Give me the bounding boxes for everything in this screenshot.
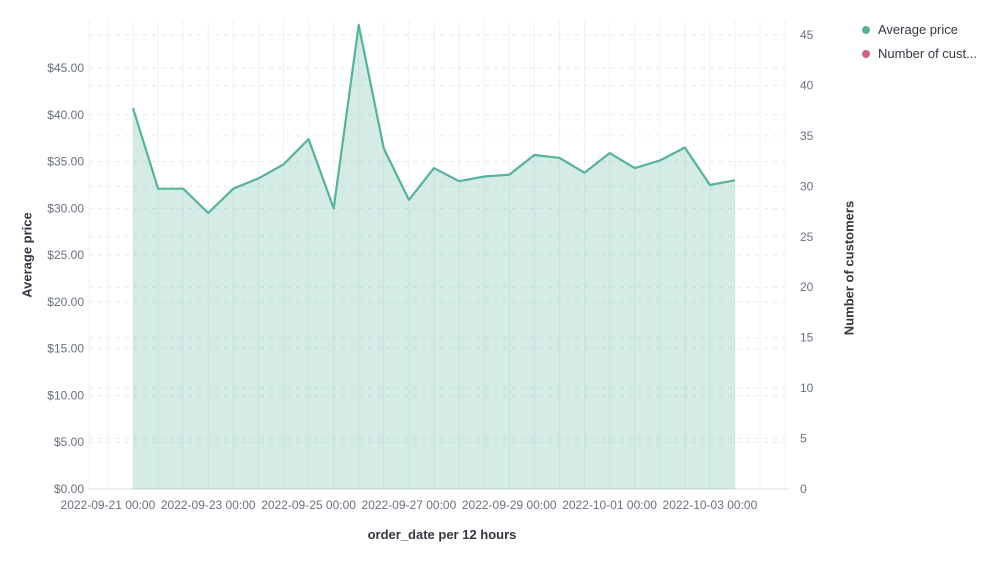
legend-dot-number-of-customers-icon bbox=[862, 49, 870, 58]
svg-text:35: 35 bbox=[800, 129, 814, 143]
svg-text:0: 0 bbox=[800, 482, 807, 496]
legend-label-number-of-customers: Number of cust... bbox=[878, 46, 977, 61]
svg-text:30: 30 bbox=[800, 179, 814, 193]
svg-text:2022-10-01 00:00: 2022-10-01 00:00 bbox=[562, 498, 657, 512]
svg-text:$30.00: $30.00 bbox=[47, 201, 84, 215]
svg-text:$20.00: $20.00 bbox=[47, 295, 84, 309]
legend-item-number-of-customers[interactable]: Number of cust... bbox=[862, 46, 977, 61]
svg-text:10: 10 bbox=[800, 381, 814, 395]
svg-text:20: 20 bbox=[800, 280, 814, 294]
svg-text:$45.00: $45.00 bbox=[47, 61, 84, 75]
svg-text:$35.00: $35.00 bbox=[47, 155, 84, 169]
x-axis-title: order_date per 12 hours bbox=[367, 527, 517, 542]
svg-text:25: 25 bbox=[800, 230, 814, 244]
y-axis-left-ticks: $0.00 $5.00 $10.00 $15.00 $20.00 $25.00 $30.00… bbox=[47, 61, 84, 496]
svg-text:$25.00: $25.00 bbox=[47, 248, 84, 262]
y-axis-title-left: Average price bbox=[19, 212, 35, 298]
svg-text:2022-09-27 00:00: 2022-09-27 00:00 bbox=[362, 498, 457, 512]
y-axis-title-right: Number of customers bbox=[841, 200, 857, 336]
legend-dot-average-price-icon bbox=[862, 25, 870, 34]
legend-item-average-price[interactable]: Average price bbox=[862, 22, 977, 37]
svg-text:5: 5 bbox=[800, 432, 807, 446]
x-axis-ticks: 2022-09-21 00:00 2022-09-23 00:00 2022-09-… bbox=[61, 498, 758, 512]
legend-label-average-price: Average price bbox=[878, 22, 958, 37]
svg-text:$10.00: $10.00 bbox=[47, 388, 84, 402]
svg-text:$40.00: $40.00 bbox=[47, 108, 84, 122]
y-axis-right-ticks: 0 5 10 15 20 25 30 35 40 45 bbox=[800, 28, 814, 496]
plot-area[interactable] bbox=[89, 21, 789, 489]
svg-text:2022-09-21 00:00: 2022-09-21 00:00 bbox=[61, 498, 156, 512]
svg-text:$0.00: $0.00 bbox=[54, 482, 84, 496]
area-series-average-price bbox=[133, 25, 735, 489]
svg-text:$15.00: $15.00 bbox=[47, 342, 84, 356]
svg-text:45: 45 bbox=[800, 28, 814, 42]
svg-text:2022-09-29 00:00: 2022-09-29 00:00 bbox=[462, 498, 557, 512]
svg-text:2022-10-03 00:00: 2022-10-03 00:00 bbox=[663, 498, 758, 512]
svg-text:$5.00: $5.00 bbox=[54, 435, 84, 449]
svg-text:15: 15 bbox=[800, 331, 814, 345]
legend: Average price Number of cust... bbox=[862, 22, 977, 61]
line-series-average-price bbox=[131, 23, 736, 215]
svg-text:40: 40 bbox=[800, 78, 814, 92]
svg-text:2022-09-23 00:00: 2022-09-23 00:00 bbox=[161, 498, 256, 512]
svg-text:2022-09-25 00:00: 2022-09-25 00:00 bbox=[261, 498, 356, 512]
